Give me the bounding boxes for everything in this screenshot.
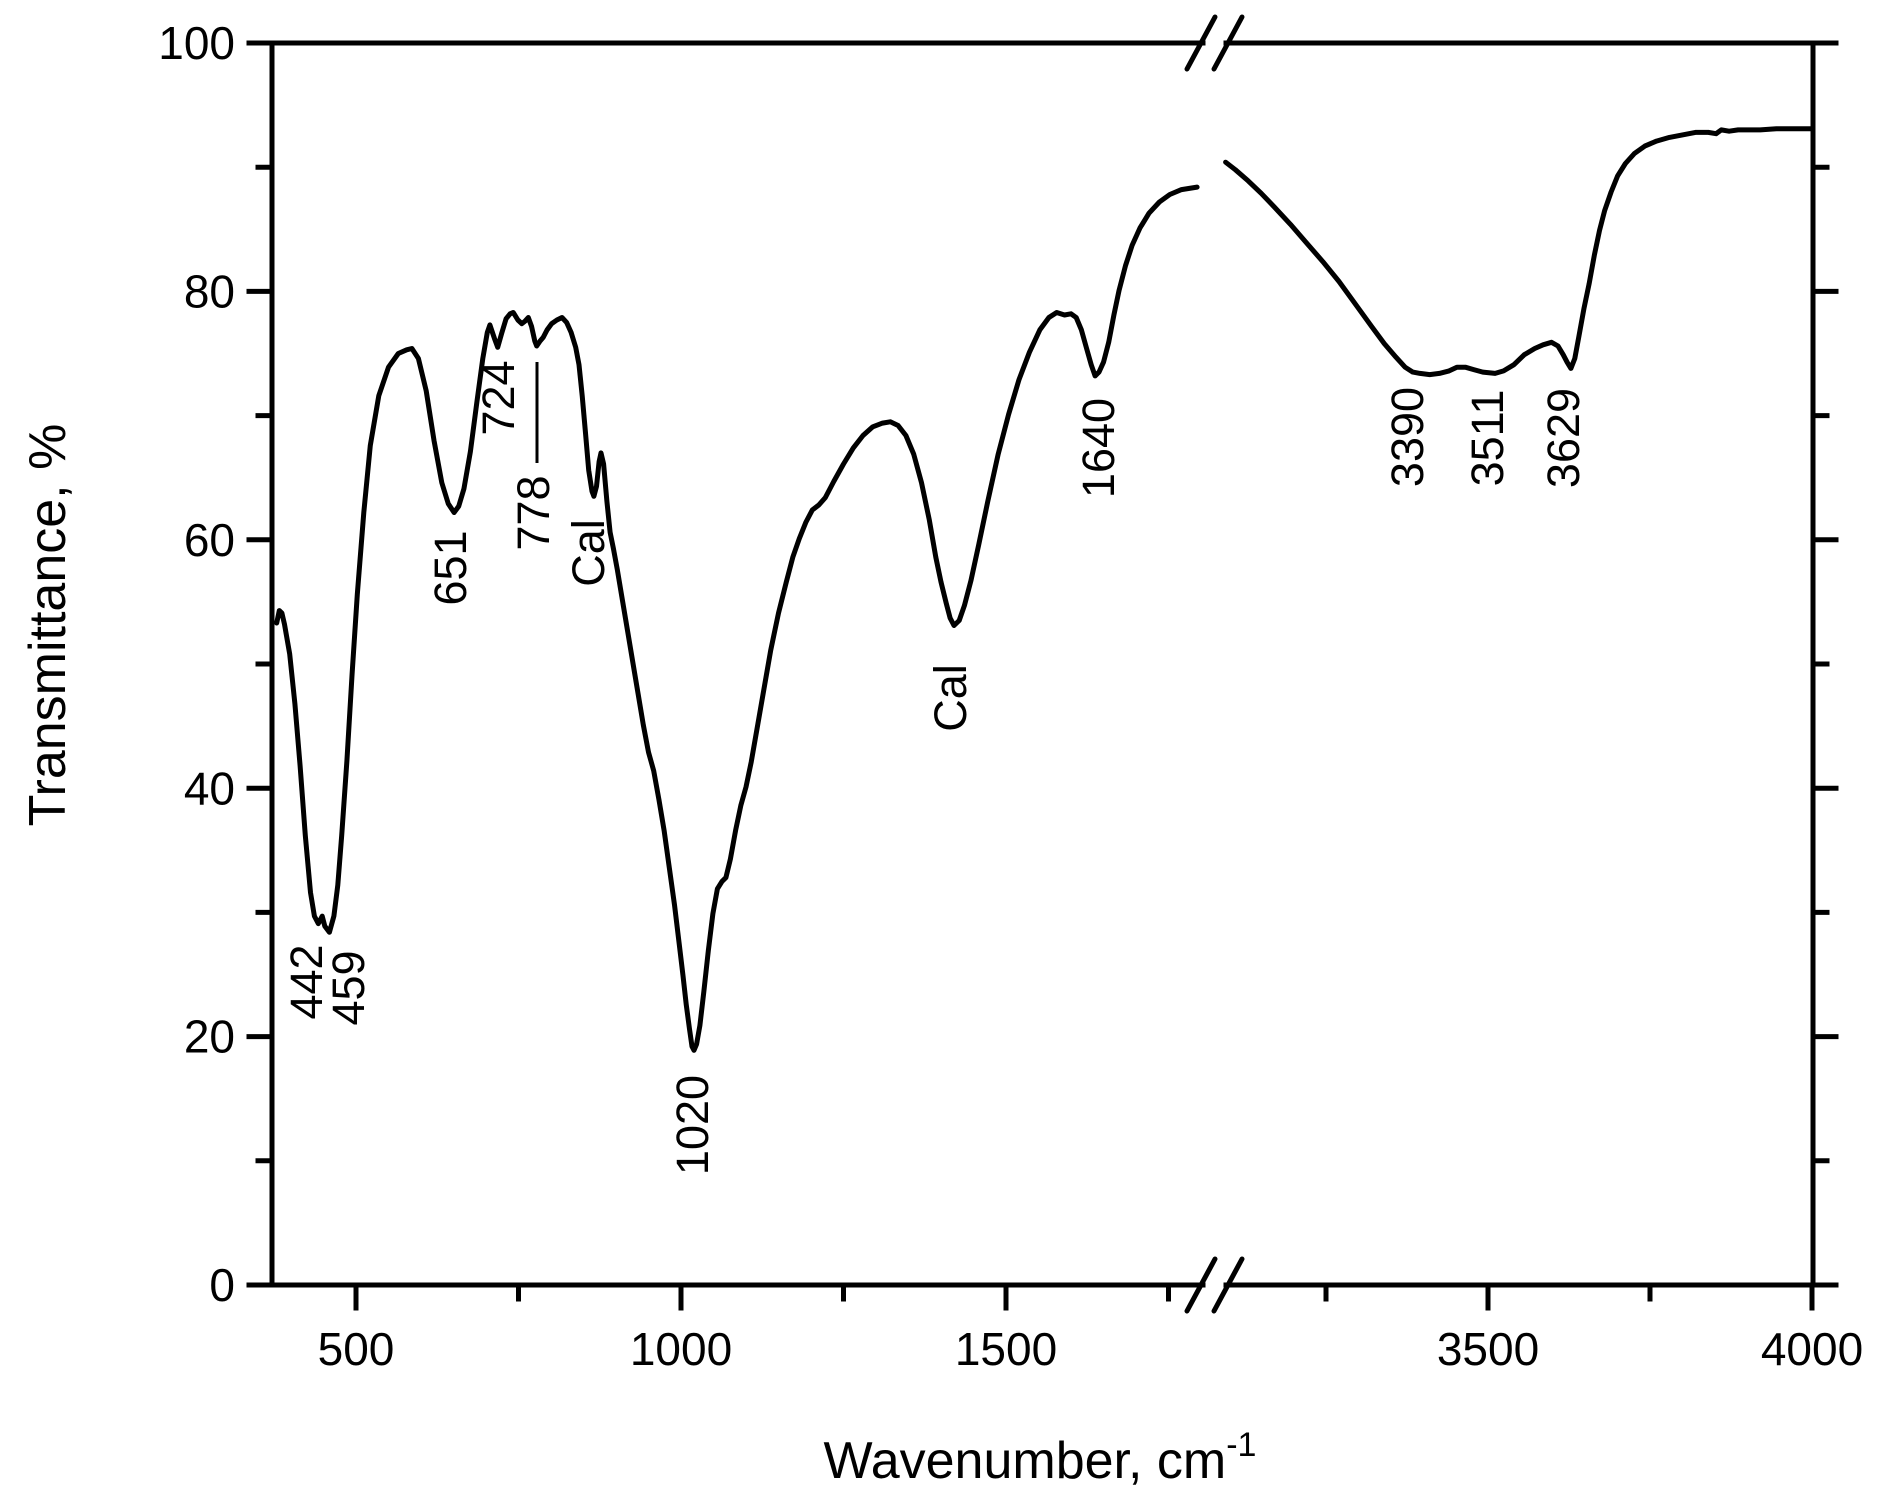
y-tick-label: 80: [184, 266, 235, 318]
y-tick-label: 40: [184, 762, 235, 814]
y-tick-label: 20: [184, 1011, 235, 1063]
ticks: [246, 40, 1839, 1311]
peak-label-3511: 3511: [1462, 390, 1513, 487]
axis-break-slash: [1211, 14, 1245, 72]
y-tick-label: 60: [184, 514, 235, 566]
spectrum-right-segment: [1223, 126, 1815, 378]
peak-label-651: 651: [425, 530, 476, 605]
peak-label-442: 442: [281, 944, 332, 1019]
peak-label-3629: 3629: [1538, 388, 1589, 488]
x-tick-label: 500: [318, 1323, 395, 1375]
axis-break-slash: [1184, 1256, 1218, 1314]
axes: [269, 40, 1816, 1288]
spectrum-left-segment: [274, 184, 1200, 1053]
peak-label-724: 724: [473, 360, 524, 435]
x-axis-title: Wavenumber, cm-1: [824, 1426, 1257, 1490]
x-tick-label: 4000: [1761, 1323, 1863, 1375]
y-tick-label: 0: [209, 1259, 235, 1311]
y-tick-label: 100: [158, 17, 235, 69]
axis-break-marks: [1184, 14, 1245, 1314]
peak-label-cal: Cal: [925, 664, 976, 732]
axis-break-slash: [1184, 14, 1218, 72]
peak-label-1640: 1640: [1073, 398, 1124, 498]
peak-label-459: 459: [323, 950, 374, 1025]
axis-break-slash: [1211, 1256, 1245, 1314]
x-tick-label: 1500: [955, 1323, 1057, 1375]
peak-label-1020: 1020: [667, 1075, 718, 1175]
peak-label-3390: 3390: [1382, 387, 1433, 487]
tick-labels: 0 20 40 60 80 100 500 1000 1500 3500 4000: [158, 17, 1863, 1375]
x-tick-label: 1000: [630, 1323, 732, 1375]
peak-label-cal: Cal: [563, 519, 614, 587]
y-axis-title: Transmittance, %: [19, 424, 77, 827]
peak-label-778: 778: [508, 475, 559, 550]
axis-titles: Transmittance, % Wavenumber, cm-1: [19, 424, 1256, 1490]
spectrum-curve: [274, 126, 1815, 1053]
x-tick-label: 3500: [1437, 1323, 1539, 1375]
